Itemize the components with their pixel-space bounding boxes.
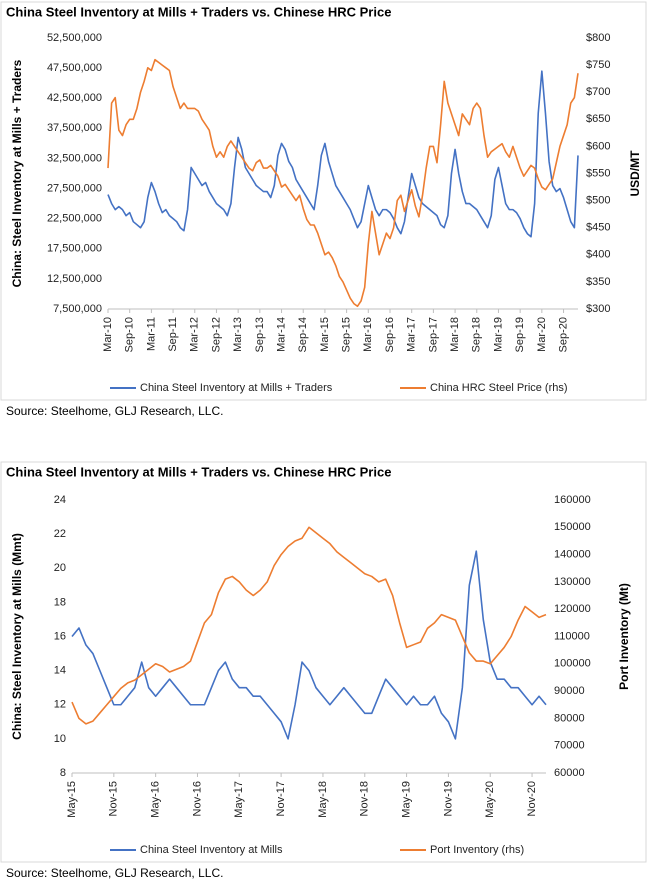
legend-label: China Steel Inventory at Mills [140, 844, 283, 856]
y-tick-label: 42,500,000 [47, 92, 102, 104]
x-tick-label: Sep-10 [124, 317, 136, 352]
legend-label: Port Inventory (rhs) [430, 844, 524, 856]
y2-tick-label: $800 [586, 32, 610, 44]
x-tick-label: Sep-14 [297, 317, 309, 352]
y-tick-label: 17,500,000 [47, 243, 102, 255]
y2-tick-label: 100000 [554, 658, 591, 670]
y2-tick-label: 90000 [554, 685, 585, 697]
y-tick-label: 14 [54, 665, 66, 677]
x-tick-label: May-19 [400, 781, 412, 818]
x-tick-label: May-16 [150, 781, 162, 818]
x-tick-label: Mar-14 [275, 317, 287, 352]
y2-tick-label: $350 [586, 276, 610, 288]
legend-label: China HRC Steel Price (rhs) [430, 382, 568, 394]
x-tick-label: Mar-20 [536, 317, 548, 352]
source-note: Source: Steelhome, GLJ Research, LLC. [6, 404, 223, 418]
y2-tick-label: $750 [586, 59, 610, 71]
chart-border [0, 1, 647, 401]
y2-tick-label: $550 [586, 167, 610, 179]
y2-tick-label: $650 [586, 113, 610, 125]
x-tick-label: May-18 [317, 781, 329, 818]
x-tick-label: Nov-20 [526, 781, 538, 816]
data-line [71, 526, 547, 725]
x-tick-label: Sep-11 [167, 317, 179, 352]
y-tick-label: 12 [54, 699, 66, 711]
y2-tick-label: 80000 [554, 712, 585, 724]
chart-title: China Steel Inventory at Mills + Traders… [6, 4, 391, 19]
y2-tick-label: 150000 [554, 521, 591, 533]
x-tick-label: Sep-13 [254, 317, 266, 352]
y-tick-label: 16 [54, 630, 66, 642]
y-tick-label: 24 [54, 494, 66, 506]
legend-label: China Steel Inventory at Mills + Traders [140, 382, 333, 394]
data-line [71, 550, 547, 740]
y-tick-label: 27,500,000 [47, 182, 102, 194]
y-tick-label: 52,500,000 [47, 32, 102, 44]
x-tick-label: Sep-16 [384, 317, 396, 352]
x-tick-label: Mar-10 [102, 317, 114, 352]
x-tick-label: Mar-13 [232, 317, 244, 352]
x-tick-label: Mar-19 [492, 317, 504, 352]
x-tick-label: Nov-19 [442, 781, 454, 816]
y2-tick-label: $300 [586, 303, 610, 315]
y-tick-label: 32,500,000 [47, 152, 102, 164]
chart-border [0, 461, 647, 863]
y-tick-label: 22 [54, 528, 66, 540]
x-tick-label: May-20 [484, 781, 496, 818]
source-note: Source: Steelhome, GLJ Research, LLC. [6, 866, 223, 880]
x-tick-label: Sep-17 [427, 317, 439, 352]
y2-tick-label: $450 [586, 222, 610, 234]
y-tick-label: 7,500,000 [53, 303, 102, 315]
y2-tick-label: 160000 [554, 494, 591, 506]
x-tick-label: Nov-16 [191, 781, 203, 816]
x-tick-label: Nov-18 [359, 781, 371, 816]
y2-axis-title: USD/MT [628, 150, 642, 197]
y2-tick-label: $400 [586, 249, 610, 261]
y2-tick-label: 110000 [554, 630, 590, 642]
x-tick-label: May-17 [233, 781, 245, 818]
y2-tick-label: $700 [586, 86, 610, 98]
y-tick-label: 37,500,000 [47, 122, 102, 134]
x-tick-label: Mar-17 [406, 317, 418, 352]
x-tick-label: May-15 [66, 781, 78, 818]
y2-tick-label: $500 [586, 195, 610, 207]
x-tick-label: Sep-20 [557, 317, 569, 352]
y-tick-label: 18 [54, 596, 66, 608]
y2-tick-label: $600 [586, 140, 610, 152]
y-tick-label: 22,500,000 [47, 213, 102, 225]
y2-tick-label: 60000 [554, 767, 585, 779]
x-tick-label: Nov-17 [275, 781, 287, 816]
x-tick-label: Mar-18 [449, 317, 461, 352]
y-tick-label: 8 [60, 767, 66, 779]
y2-tick-label: 130000 [554, 576, 591, 588]
y2-tick-label: 120000 [554, 603, 591, 615]
y2-tick-label: 70000 [554, 740, 585, 752]
y-axis-title: China: Steel Inventory at Mills + Trader… [10, 59, 24, 287]
data-line [107, 70, 579, 238]
y2-axis-title: Port Inventory (Mt) [617, 583, 631, 690]
x-tick-label: Nov-15 [108, 781, 120, 816]
y-tick-label: 10 [54, 733, 66, 745]
x-tick-label: Mar-15 [319, 317, 331, 352]
chart-title: China Steel Inventory at Mills + Traders… [6, 464, 391, 479]
y-tick-label: 47,500,000 [47, 62, 102, 74]
y-tick-label: 12,500,000 [47, 273, 102, 285]
x-tick-label: Sep-19 [514, 317, 526, 352]
y-tick-label: 20 [54, 562, 66, 574]
y2-tick-label: 140000 [554, 549, 591, 561]
x-tick-label: Mar-11 [145, 317, 157, 351]
y-axis-title: China: Steel Inventory at Mills (Mmt) [10, 533, 24, 740]
x-tick-label: Sep-12 [210, 317, 222, 352]
x-tick-label: Sep-18 [471, 317, 483, 352]
data-line [107, 58, 579, 308]
x-tick-label: Sep-15 [341, 317, 353, 352]
x-tick-label: Mar-16 [362, 317, 374, 352]
x-tick-label: Mar-12 [189, 317, 201, 352]
